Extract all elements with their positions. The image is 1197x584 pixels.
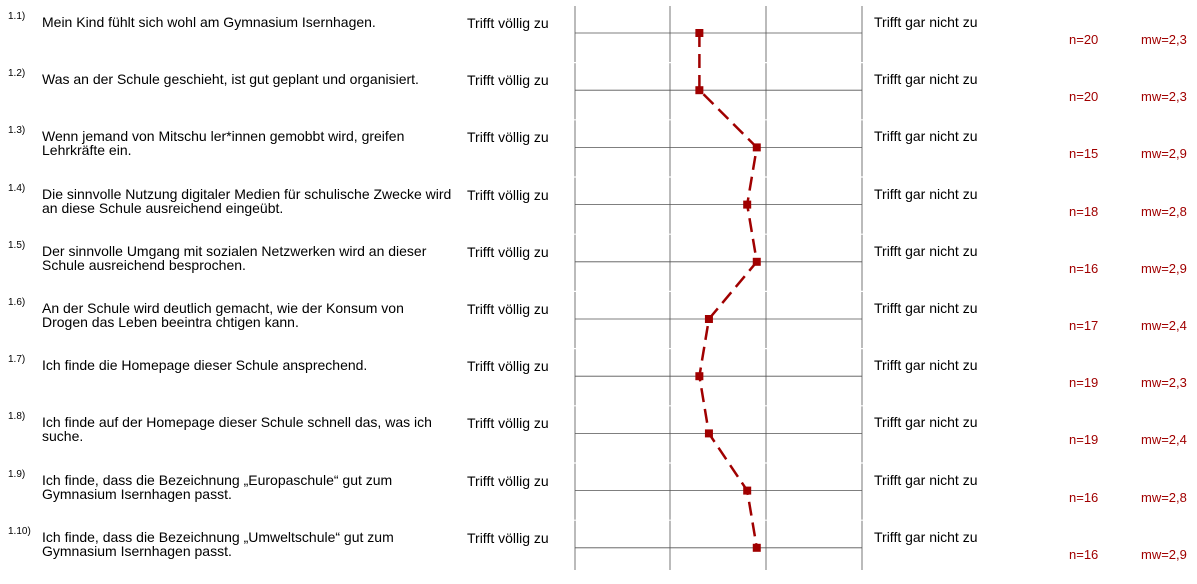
item-mean: mw=2,4 bbox=[1141, 432, 1187, 448]
item-mean: mw=2,9 bbox=[1141, 260, 1187, 276]
mean-marker bbox=[704, 315, 713, 323]
profile-plot bbox=[574, 6, 863, 570]
scale-left-label: Trifft völlig zu bbox=[467, 243, 549, 260]
item-number: 1.7) bbox=[8, 354, 26, 366]
item-question: Ich finde, dass die Bezeichnung „Umwelts… bbox=[42, 528, 394, 559]
item-question: Wenn jemand von Mitschu ler*innen gemobb… bbox=[42, 128, 405, 159]
item-count: n=20 bbox=[1069, 32, 1099, 47]
item-row: 1.9) Ich finde, dass die Bezeichnung „Eur… bbox=[0, 468, 1197, 527]
item-number: 1.6) bbox=[8, 297, 26, 308]
scale-right-label: Trifft gar nicht zu bbox=[874, 128, 978, 145]
item-row: 1.1) Mein Kind fühlt sich wohl am Gymnasi… bbox=[0, 11, 1197, 69]
mean-marker bbox=[752, 543, 761, 552]
item-count: n=15 bbox=[1069, 146, 1099, 162]
scale-left-label: Trifft völlig zu bbox=[467, 415, 549, 432]
item-row: 1.10) Ich finde, dass die Bezeichnung „Um… bbox=[0, 525, 1197, 584]
item-mean: mw=2,8 bbox=[1141, 489, 1187, 505]
scale-right-label: Trifft gar nicht zu bbox=[874, 528, 978, 545]
profile-line bbox=[698, 33, 759, 549]
item-question: Ich finde, dass die Bezeichnung „Europas… bbox=[42, 471, 393, 502]
item-number: 1.10) bbox=[8, 525, 31, 537]
item-count: n=19 bbox=[1069, 432, 1099, 448]
item-number: 1.2) bbox=[8, 68, 26, 80]
scale-left-label: Trifft völlig zu bbox=[467, 129, 549, 146]
item-count: n=18 bbox=[1069, 203, 1099, 219]
item-question: Ich finde auf der Homepage dieser Schule… bbox=[42, 414, 432, 445]
item-mean: mw=2,9 bbox=[1141, 546, 1187, 562]
scale-right-label: Trifft gar nicht zu bbox=[874, 14, 978, 30]
mean-marker bbox=[695, 86, 704, 95]
item-row: 1.2) Was an der Schule geschieht, ist gut… bbox=[0, 68, 1197, 126]
mean-marker bbox=[695, 372, 704, 381]
item-question: Was an der Schule geschieht, ist gut gep… bbox=[42, 71, 419, 88]
scale-right-label: Trifft gar nicht zu bbox=[874, 357, 978, 374]
mean-marker bbox=[752, 143, 761, 152]
item-question: An der Schule wird deutlich gemacht, wie… bbox=[42, 300, 404, 330]
item-count: n=20 bbox=[1069, 89, 1099, 105]
item-row: 1.6) An der Schule wird deutlich gemacht,… bbox=[0, 297, 1197, 355]
scale-right-label: Trifft gar nicht zu bbox=[874, 185, 978, 202]
item-question: Die sinnvolle Nutzung digitaler Medien f… bbox=[42, 185, 452, 216]
item-mean: mw=2,9 bbox=[1141, 146, 1187, 162]
item-row: 1.8) Ich finde auf der Homepage dieser Sc… bbox=[0, 411, 1197, 469]
mean-marker bbox=[695, 29, 704, 37]
item-count: n=16 bbox=[1069, 489, 1099, 505]
scale-left-label: Trifft völlig zu bbox=[467, 72, 549, 89]
item-number: 1.9) bbox=[8, 468, 26, 480]
scale-right-label: Trifft gar nicht zu bbox=[874, 71, 978, 88]
item-mean: mw=2,3 bbox=[1141, 32, 1187, 47]
scale-left-label: Trifft völlig zu bbox=[467, 529, 549, 546]
item-mean: mw=2,8 bbox=[1141, 203, 1187, 219]
mean-marker bbox=[743, 200, 752, 209]
scale-left-label: Trifft völlig zu bbox=[467, 15, 549, 31]
mean-marker bbox=[743, 486, 752, 495]
mean-marker bbox=[704, 429, 713, 438]
item-question: Der sinnvolle Umgang mit sozialen Netzwe… bbox=[42, 242, 427, 273]
survey-profile-chart: { "chart_data": { "type": "line", "scale… bbox=[0, 6, 1197, 570]
scale-right-label: Trifft gar nicht zu bbox=[874, 242, 978, 259]
item-count: n=16 bbox=[1069, 260, 1099, 276]
item-row: 1.7) Ich finde die Homepage dieser Schule… bbox=[0, 354, 1197, 412]
item-mean: mw=2,3 bbox=[1141, 89, 1187, 105]
item-number: 1.1) bbox=[8, 11, 26, 22]
scale-left-label: Trifft völlig zu bbox=[467, 358, 549, 375]
item-count: n=17 bbox=[1069, 318, 1099, 333]
scale-right-label: Trifft gar nicht zu bbox=[874, 471, 978, 488]
item-number: 1.5) bbox=[8, 239, 26, 251]
item-number: 1.8) bbox=[8, 411, 26, 423]
item-count: n=19 bbox=[1069, 375, 1099, 391]
item-row: 1.5) Der sinnvolle Umgang mit sozialen Ne… bbox=[0, 239, 1197, 298]
item-number: 1.3) bbox=[8, 125, 26, 137]
item-count: n=16 bbox=[1069, 546, 1099, 562]
scale-left-label: Trifft völlig zu bbox=[467, 472, 549, 489]
item-mean: mw=2,3 bbox=[1141, 375, 1187, 391]
item-row: 1.4) Die sinnvolle Nutzung digitaler Medi… bbox=[0, 182, 1197, 241]
item-row: 1.3) Wenn jemand von Mitschu ler*innen ge… bbox=[0, 125, 1197, 183]
item-mean: mw=2,4 bbox=[1141, 318, 1187, 333]
scale-right-label: Trifft gar nicht zu bbox=[874, 300, 978, 316]
mean-marker bbox=[752, 257, 761, 266]
item-question: Ich finde die Homepage dieser Schule ans… bbox=[42, 357, 368, 374]
item-question: Mein Kind fühlt sich wohl am Gymnasium I… bbox=[42, 14, 376, 30]
scale-left-label: Trifft völlig zu bbox=[467, 186, 549, 203]
item-number: 1.4) bbox=[8, 182, 26, 194]
scale-right-label: Trifft gar nicht zu bbox=[874, 414, 978, 431]
scale-left-label: Trifft völlig zu bbox=[467, 301, 549, 317]
